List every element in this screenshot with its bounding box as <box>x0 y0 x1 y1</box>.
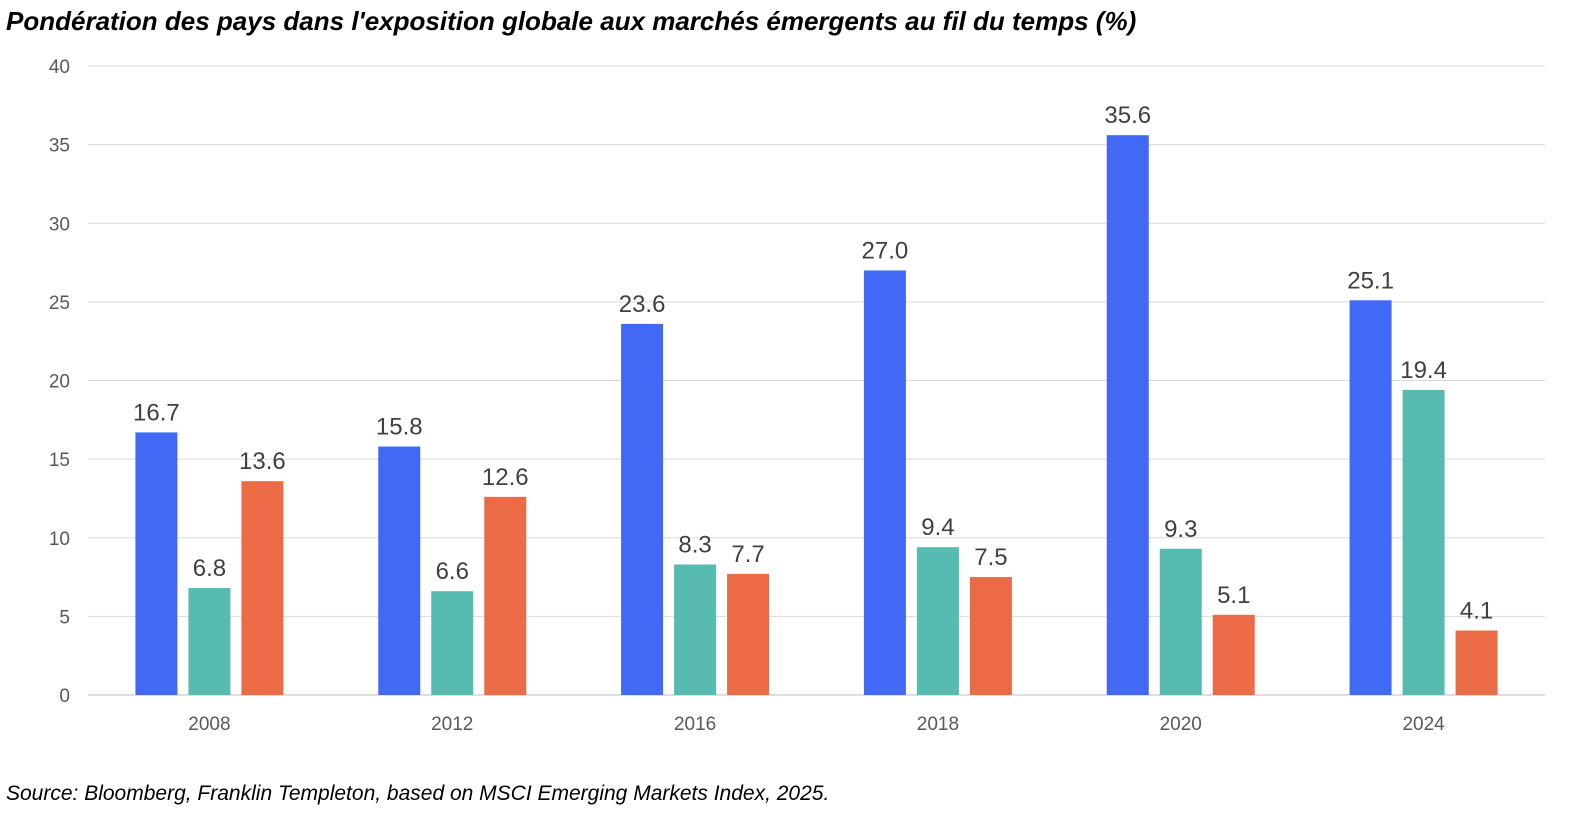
y-tick-label: 30 <box>49 214 70 235</box>
y-tick-label: 20 <box>49 372 70 393</box>
x-tick-label: 2018 <box>917 714 959 735</box>
data-label: 35.6 <box>1104 102 1151 129</box>
bar <box>484 496 527 695</box>
x-tick-label: 2012 <box>431 714 473 735</box>
bar <box>621 323 664 695</box>
bar <box>135 432 178 695</box>
data-label: 8.3 <box>678 531 711 558</box>
bar <box>863 270 906 695</box>
bar <box>1159 548 1202 695</box>
data-label: 9.4 <box>921 514 954 541</box>
y-tick-label: 40 <box>49 57 70 78</box>
data-label: 23.6 <box>619 291 666 318</box>
y-tick-label: 0 <box>59 686 70 707</box>
data-label: 5.1 <box>1217 582 1250 609</box>
data-label: 15.8 <box>376 414 423 441</box>
bar <box>916 547 959 695</box>
bar <box>727 573 770 695</box>
bar <box>1349 300 1392 695</box>
bar <box>1106 135 1149 695</box>
bar <box>188 588 231 695</box>
bar <box>1455 630 1498 695</box>
data-label: 19.4 <box>1400 357 1447 384</box>
bar <box>674 564 717 695</box>
bar <box>241 481 284 695</box>
data-label: 13.6 <box>239 448 286 475</box>
y-tick-label: 35 <box>49 136 70 157</box>
y-tick-label: 10 <box>49 529 70 550</box>
x-tick-label: 2016 <box>674 714 716 735</box>
bar <box>378 446 421 695</box>
bar <box>431 591 474 695</box>
data-label: 7.5 <box>974 544 1007 571</box>
bar-chart: 0 5 10 15 20 25 30 35 40 16.7 6.8 13.6 2008 15.8 6.6 12… <box>49 57 1545 735</box>
data-label: 6.8 <box>193 555 226 582</box>
data-label: 12.6 <box>482 464 529 491</box>
y-tick-label: 25 <box>49 293 70 314</box>
bar <box>1212 614 1255 695</box>
bar <box>969 577 1012 695</box>
x-tick-label: 2020 <box>1160 714 1202 735</box>
data-label: 25.1 <box>1347 267 1394 294</box>
data-label: 9.3 <box>1164 516 1197 543</box>
x-tick-label: 2008 <box>188 714 230 735</box>
bar <box>1402 389 1445 695</box>
source-note: Source: Bloomberg, Franklin Templeton, b… <box>6 782 830 805</box>
data-label: 6.6 <box>436 558 469 585</box>
data-label: 7.7 <box>731 541 764 568</box>
x-tick-label: 2024 <box>1402 714 1445 735</box>
y-tick-label: 5 <box>59 607 70 628</box>
chart-title: Pondération des pays dans l'exposition g… <box>6 6 1137 36</box>
data-label: 16.7 <box>133 399 180 426</box>
data-label: 27.0 <box>862 237 909 264</box>
data-label: 4.1 <box>1460 598 1493 625</box>
y-tick-label: 15 <box>49 450 70 471</box>
